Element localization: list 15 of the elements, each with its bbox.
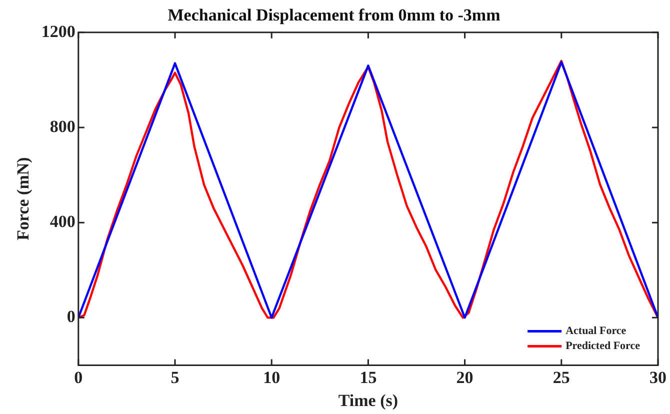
y-axis-title: Force (mN) bbox=[14, 157, 33, 240]
legend-label: Predicted Force bbox=[566, 340, 640, 352]
x-tick-label: 15 bbox=[360, 368, 377, 387]
x-axis-title: Time (s) bbox=[338, 391, 398, 410]
x-tick-label: 10 bbox=[263, 368, 280, 387]
y-tick-label: 0 bbox=[66, 307, 76, 326]
y-tick-label: 800 bbox=[50, 116, 76, 136]
legend-label: Actual Force bbox=[566, 325, 626, 338]
y-tick-label: 1200 bbox=[41, 22, 76, 41]
chart-title: Mechanical Displacement from 0mm to -3mm bbox=[168, 6, 500, 25]
x-tick-label: 25 bbox=[552, 368, 570, 387]
y-tick-label: 400 bbox=[50, 212, 76, 231]
x-tick-label: 5 bbox=[170, 368, 180, 387]
x-tick-label: 20 bbox=[456, 368, 474, 387]
x-tick-label: 30 bbox=[650, 368, 666, 387]
